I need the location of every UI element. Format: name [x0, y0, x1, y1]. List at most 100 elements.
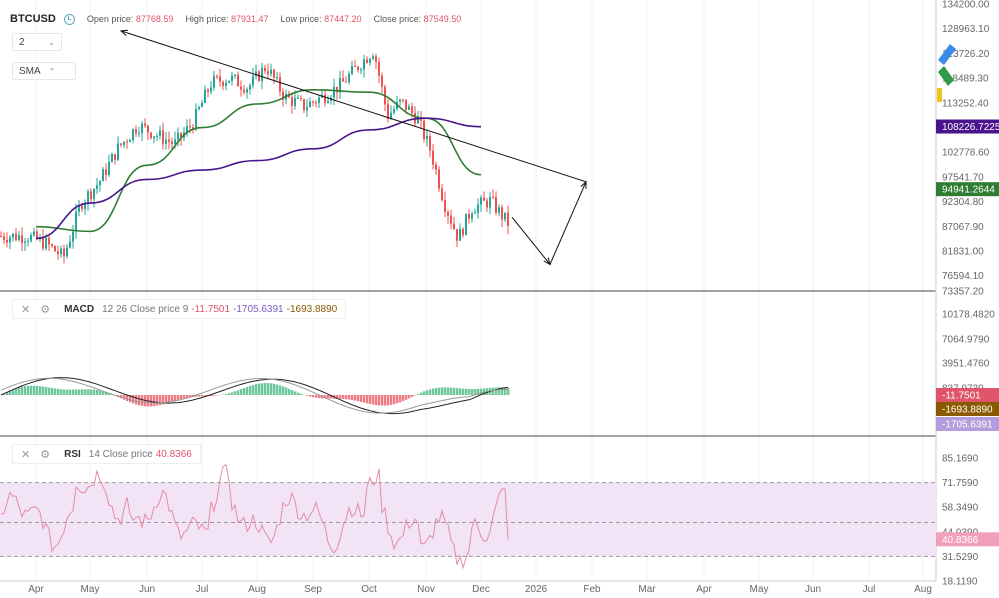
macd-histogram-bar	[345, 395, 348, 400]
macd-histogram-bar	[432, 388, 435, 395]
macd-histogram-bar	[243, 388, 246, 395]
macd-histogram-bar	[267, 383, 270, 395]
macd-histogram-bar	[39, 386, 42, 395]
macd-histogram-bar	[429, 389, 432, 395]
candle-body	[120, 143, 122, 146]
rsi-value-label-bg	[936, 532, 999, 547]
macd-histogram-bar	[45, 387, 48, 395]
candle-body	[198, 107, 200, 109]
macd-histogram-bar	[435, 388, 438, 395]
month-tick-label: Sep	[304, 584, 322, 595]
candle-body	[366, 59, 368, 63]
candle-body	[48, 237, 50, 245]
macd-histogram-bar	[6, 392, 9, 395]
candle-body	[195, 108, 197, 130]
macd-histogram-bar	[198, 395, 201, 397]
month-tick-label: Aug	[248, 584, 266, 595]
candle-body	[294, 98, 296, 106]
macd-histogram-bar	[480, 388, 483, 395]
candle-body	[420, 117, 422, 121]
macd-histogram-bar	[231, 392, 234, 395]
logo-mark	[938, 66, 954, 86]
symbol-label[interactable]: BTCUSD	[10, 13, 56, 25]
macd-histogram-bar	[504, 387, 507, 395]
macd-histogram-bar	[18, 387, 21, 395]
macd-histogram-bar	[441, 387, 444, 395]
candle-body	[411, 106, 413, 113]
candle-body	[9, 237, 11, 243]
rsi-legend: ✕ ⚙ RSI 14 Close price 40.8366	[12, 444, 201, 464]
macd-histogram-bar	[138, 395, 141, 406]
rsi-value-label: 40.8366	[942, 535, 979, 546]
macd-histogram-bar	[69, 389, 72, 395]
candle-body	[339, 78, 341, 93]
month-tick-label: Oct	[361, 584, 377, 595]
macd-histogram-bar	[498, 387, 501, 395]
macd-histogram-bar	[162, 395, 165, 405]
macd-value-label-bg	[936, 388, 999, 402]
macd-histogram-bar	[150, 395, 153, 407]
month-tick-label: Nov	[417, 584, 435, 595]
candle-body	[240, 86, 242, 90]
gear-icon[interactable]: ⚙	[40, 448, 51, 461]
candle-body	[507, 212, 509, 227]
clock-icon[interactable]	[63, 13, 75, 25]
rsi-tick-label: 31.5290	[942, 552, 979, 563]
macd-histogram-bar	[195, 395, 198, 397]
close-icon[interactable]: ✕	[21, 448, 31, 461]
candle-body	[81, 205, 83, 210]
macd-line	[0, 377, 509, 415]
macd-histogram-bar	[402, 395, 405, 402]
candle-body	[51, 244, 53, 246]
macd-histogram-bar	[360, 395, 363, 402]
macd-tick-label: 7064.9790	[942, 335, 990, 346]
gear-icon[interactable]: ⚙	[40, 303, 51, 316]
macd-histogram-bar	[354, 395, 357, 401]
overlay-toggle[interactable]: SMA ⌃	[12, 62, 76, 80]
macd-histogram-bar	[309, 395, 312, 397]
candle-body	[63, 248, 65, 257]
high-price: High price: 87931.47	[185, 14, 269, 24]
macd-histogram-bar	[237, 390, 240, 395]
macd-histogram-bar	[420, 392, 423, 395]
candle-body	[303, 99, 305, 111]
candle-body	[117, 143, 119, 160]
month-tick-label: 2026	[525, 584, 548, 595]
macd-histogram-bar	[135, 395, 138, 405]
macd-histogram-bar	[297, 392, 300, 395]
candle-body	[498, 207, 500, 213]
candle-body	[159, 130, 161, 136]
candle-body	[24, 241, 26, 243]
interval-select[interactable]: 2 ⌄	[12, 33, 62, 51]
candle-body	[177, 132, 179, 140]
candle-body	[60, 248, 62, 255]
macd-histogram-bar	[375, 395, 378, 406]
macd-histogram-bar	[246, 386, 249, 395]
close-icon[interactable]: ✕	[21, 303, 31, 316]
candle-body	[15, 233, 17, 241]
candle-body	[387, 104, 389, 119]
macd-histogram-bar	[63, 389, 66, 395]
candle-body	[315, 102, 317, 104]
month-tick-label: Aug	[914, 584, 932, 595]
candle-body	[333, 86, 335, 98]
macd-histogram-bar	[507, 387, 510, 395]
candle-body	[90, 191, 92, 199]
macd-histogram-bar	[42, 386, 45, 395]
macd-histogram-bar	[57, 388, 60, 395]
macd-histogram-bar	[126, 395, 129, 402]
macd-histogram-bar	[273, 383, 276, 395]
candle-body	[105, 169, 107, 176]
macd-histogram-bar	[264, 383, 267, 395]
sma-fast-line	[35, 89, 482, 233]
macd-histogram-bar	[54, 388, 57, 395]
candle-body	[489, 196, 491, 208]
candle-body	[504, 212, 506, 220]
month-tick-label: Jun	[805, 584, 821, 595]
candle-body	[255, 71, 257, 76]
hist-value-label: -1705.6391	[942, 420, 993, 431]
macd-histogram-bar	[81, 389, 84, 395]
candle-body	[312, 101, 314, 103]
macd-histogram-bar	[90, 389, 93, 395]
